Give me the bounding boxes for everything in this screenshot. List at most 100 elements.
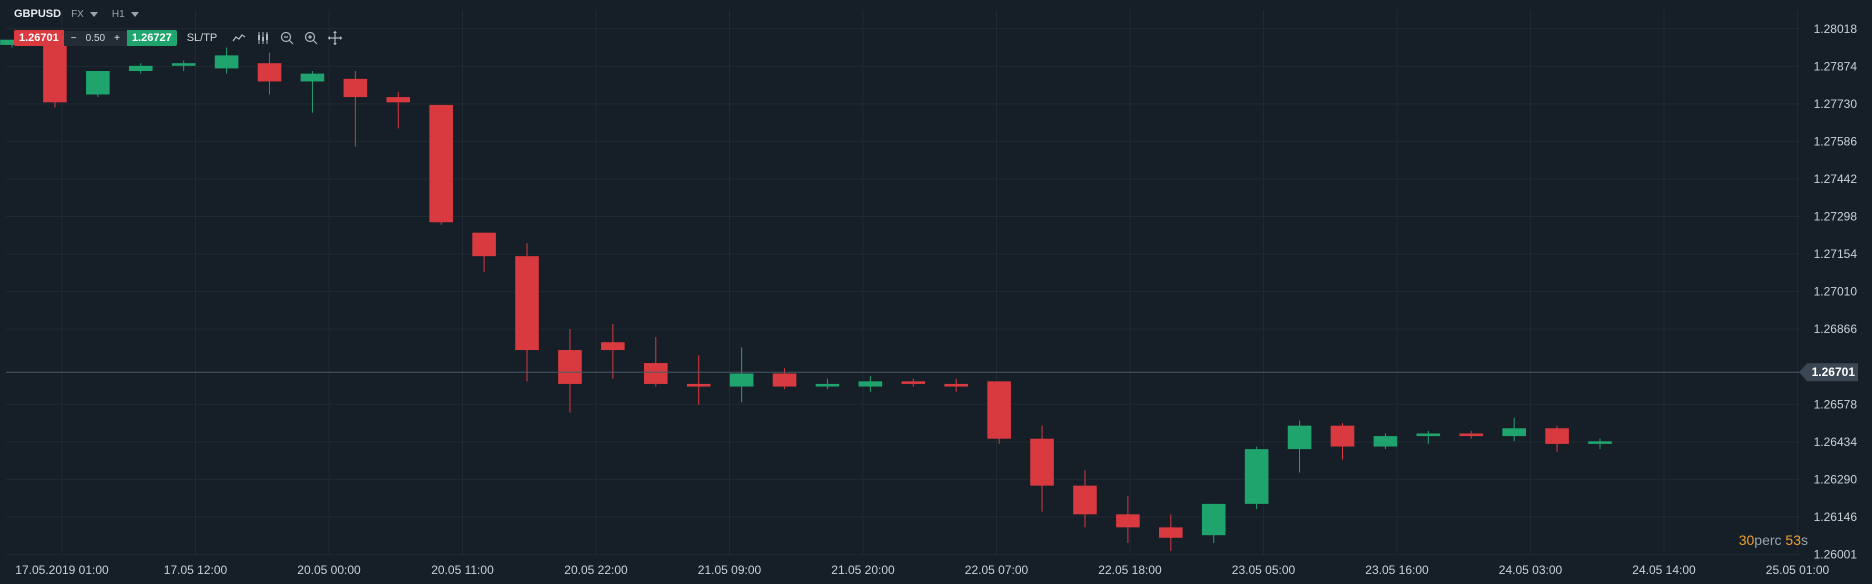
time-tick-label: 17.05.2019 01:00 <box>15 563 109 577</box>
candle-body <box>1159 527 1183 538</box>
time-tick-label: 17.05 12:00 <box>164 563 228 577</box>
trade-bar: 1.26701 − 0.50 + 1.26727 SL/TP <box>14 29 343 47</box>
price-tick-label: 1.27298 <box>1814 210 1858 224</box>
candle-body <box>386 97 411 103</box>
candle-body <box>1416 433 1441 437</box>
crosshair-icon[interactable] <box>327 30 343 46</box>
candle-body <box>1116 514 1140 528</box>
price-tick-label: 1.27874 <box>1814 59 1858 73</box>
candle-body <box>1373 436 1398 447</box>
candle-body <box>643 363 668 384</box>
countdown-seconds-unit: s <box>1801 532 1808 548</box>
time-tick-label: 24.05 03:00 <box>1499 563 1563 577</box>
decrease-lot-button[interactable]: − <box>70 32 77 44</box>
symbol-name: GBPUSD <box>14 8 62 20</box>
candle-body <box>171 63 196 66</box>
candles <box>0 39 1612 551</box>
candle-body <box>944 383 969 387</box>
candle-body <box>472 232 496 257</box>
time-axis: 17.05.2019 01:00 17.05 12:00 20.05 00:00 20… <box>15 563 1829 577</box>
price-tick-label: 1.27154 <box>1814 247 1858 261</box>
candle-countdown: 30perc 53s <box>1739 532 1808 548</box>
caret-down-icon <box>89 11 98 17</box>
caret-down-icon <box>130 11 139 17</box>
candle-body <box>601 342 625 351</box>
candle-body <box>987 381 1011 439</box>
time-tick-label: 24.05 14:00 <box>1632 563 1696 577</box>
candle-body <box>858 381 883 387</box>
sell-button[interactable]: 1.26701 <box>14 30 64 46</box>
price-tick-label: 1.27730 <box>1814 97 1858 111</box>
lot-size-control: − 0.50 + <box>63 30 127 46</box>
countdown-minutes: 30 <box>1738 532 1755 548</box>
timeframe-label: H1 <box>111 8 125 20</box>
current-price-line: 1.26701 <box>6 363 1858 382</box>
time-tick-label: 23.05 16:00 <box>1365 563 1429 577</box>
time-tick-label: 20.05 11:00 <box>431 563 494 577</box>
chart-grid <box>6 10 1800 556</box>
price-axis: 1.28018 1.27874 1.27730 1.27586 1.27442 1.272… <box>1814 22 1858 562</box>
price-tag-label: 1.26701 <box>1812 365 1856 379</box>
timeframe-selector[interactable]: H1 <box>108 9 143 20</box>
price-tick-label: 1.26434 <box>1814 435 1858 449</box>
candle-body <box>257 63 282 82</box>
time-tick-label: 21.05 20:00 <box>831 563 895 577</box>
candle-body <box>0 39 24 45</box>
candle-body <box>815 383 840 387</box>
price-tag <box>1799 363 1858 382</box>
sltp-button[interactable]: SL/TP <box>186 32 218 44</box>
price-tick-label: 1.26290 <box>1814 472 1858 486</box>
candle-body <box>1588 441 1612 444</box>
time-tick-label: 23.05 05:00 <box>1232 563 1296 577</box>
candle-body <box>429 104 453 223</box>
price-tick-label: 1.28018 <box>1814 22 1858 36</box>
candle-body <box>43 39 67 103</box>
market-label: FX <box>71 8 84 20</box>
time-tick-label: 25.05 01:00 <box>1766 563 1830 577</box>
candle-body <box>729 373 754 387</box>
candle-body <box>1502 428 1526 437</box>
countdown-seconds: 53 <box>1785 532 1801 548</box>
candle-body <box>1244 449 1269 504</box>
countdown-minutes-unit: perc <box>1754 532 1782 548</box>
price-tick-label: 1.26866 <box>1814 322 1858 336</box>
time-tick-label: 20.05 00:00 <box>297 563 361 577</box>
time-tick-label: 22.05 07:00 <box>965 563 1029 577</box>
increase-lot-button[interactable]: + <box>114 32 120 44</box>
candle-body <box>772 373 797 387</box>
candle-body <box>128 65 153 72</box>
price-tick-label: 1.26001 <box>1814 548 1858 562</box>
price-tick-label: 1.27586 <box>1814 134 1858 148</box>
candle-body <box>1330 425 1355 447</box>
price-tick-label: 1.27442 <box>1814 172 1858 186</box>
price-tick-label: 1.27010 <box>1814 285 1858 299</box>
price-tick-label: 1.26146 <box>1814 510 1858 524</box>
time-tick-label: 21.05 09:00 <box>698 563 762 577</box>
candle-body <box>300 73 325 82</box>
line-chart-icon[interactable] <box>231 30 247 46</box>
candle-body <box>515 256 539 351</box>
candle-body <box>686 383 711 387</box>
candle-body <box>1545 428 1569 444</box>
candle-body <box>901 381 926 384</box>
candle-body <box>343 78 368 98</box>
candle-body <box>1030 438 1054 486</box>
buy-button[interactable]: 1.26727 <box>126 30 177 46</box>
price-tick-label: 1.26578 <box>1814 397 1858 411</box>
zoom-out-icon[interactable] <box>279 30 295 46</box>
lot-size-value[interactable]: 0.50 <box>85 32 106 44</box>
candle-body <box>86 71 110 95</box>
time-tick-label: 20.05 22:00 <box>564 563 628 577</box>
candle-body <box>1287 425 1312 450</box>
symbol-bar: GBPUSD FX H1 <box>14 6 143 22</box>
indicators-icon[interactable] <box>255 30 271 46</box>
candle-body <box>214 55 239 69</box>
zoom-in-icon[interactable] <box>303 30 319 46</box>
candle-body <box>1073 485 1097 515</box>
market-selector[interactable]: FX <box>67 9 102 20</box>
time-tick-label: 22.05 18:00 <box>1098 563 1162 577</box>
chart-tools <box>231 30 343 46</box>
candle-body <box>558 350 582 384</box>
candle-body <box>1459 433 1484 437</box>
